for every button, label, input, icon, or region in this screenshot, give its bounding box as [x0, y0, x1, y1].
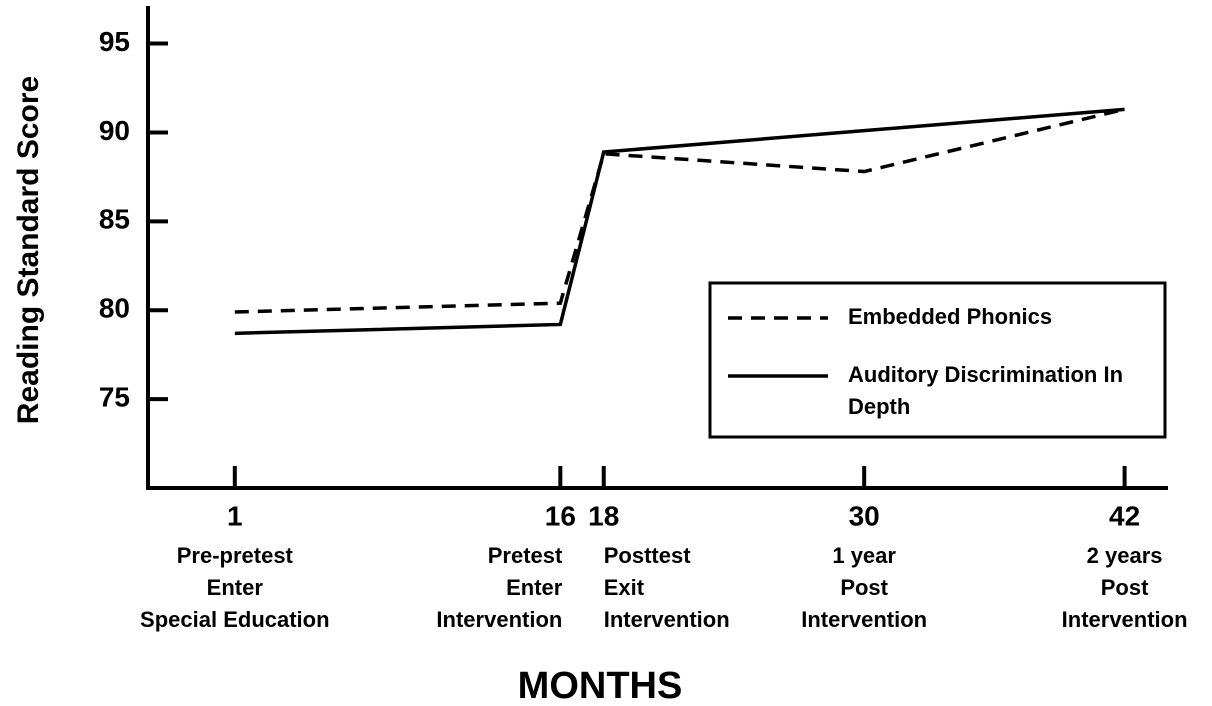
legend-box	[708, 281, 1167, 439]
x-sublabel: 2 years	[1087, 543, 1163, 568]
x-tick-label: 16	[545, 500, 576, 531]
y-tick-label: 90	[99, 115, 130, 146]
x-tick-label: 1	[227, 500, 243, 531]
x-sublabel: Pre-pretest	[177, 543, 294, 568]
legend-label: Auditory Discrimination In Depth	[848, 362, 1124, 419]
x-sublabel: Enter	[207, 575, 264, 600]
x-sublabel: Intervention	[436, 607, 562, 632]
legend-label: Embedded Phonics	[848, 304, 1053, 329]
x-sublabel: Posttest	[604, 543, 691, 568]
x-sublabel: 1 year	[832, 543, 896, 568]
x-axis-label: MONTHS	[518, 665, 683, 706]
x-sublabel: Special Education	[140, 607, 330, 632]
y-tick-label: 80	[99, 293, 130, 324]
x-sublabel: Exit	[604, 575, 645, 600]
line-series	[234, 107, 1125, 336]
y-tick-label: 75	[99, 382, 130, 413]
y-tick-label: 95	[99, 26, 130, 57]
x-sublabel: Post	[1101, 575, 1149, 600]
x-tick-label: 30	[849, 500, 880, 531]
x-sublabel: Pretest	[488, 543, 563, 568]
x-sublabel: Intervention	[1062, 607, 1188, 632]
x-tick-label: 42	[1109, 500, 1140, 531]
x-tick-label: 18	[588, 500, 619, 531]
x-sublabel: Post	[840, 575, 888, 600]
y-axis-label: Reading Standard Score	[12, 76, 45, 424]
y-tick-label: 85	[99, 204, 130, 235]
x-sublabel: Enter	[506, 575, 563, 600]
x-sublabel: Intervention	[801, 607, 927, 632]
x-sublabel: Intervention	[604, 607, 730, 632]
line-series	[234, 107, 1126, 314]
